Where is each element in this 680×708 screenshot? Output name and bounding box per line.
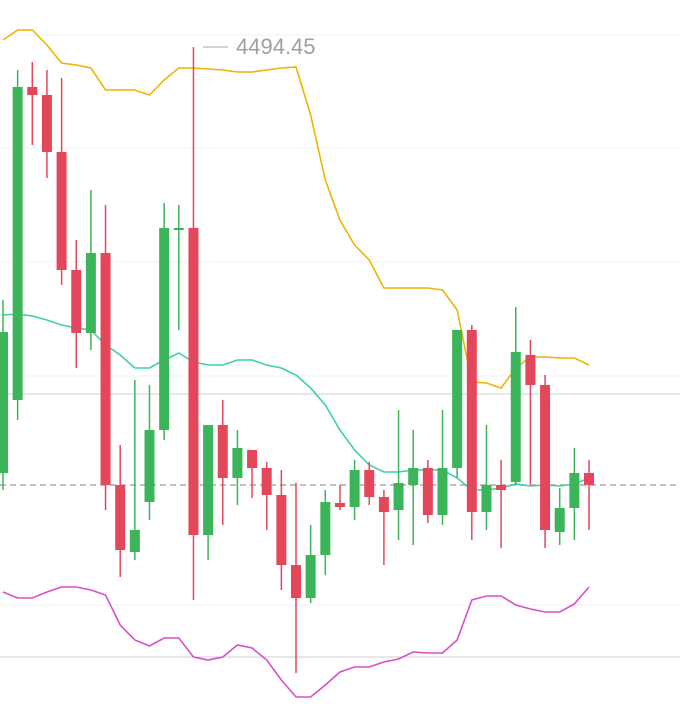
- candle-body: [0, 332, 8, 473]
- candle-body: [41, 95, 52, 152]
- candle-body: [188, 228, 199, 535]
- candle-body: [232, 448, 243, 478]
- candle-body: [349, 470, 360, 507]
- overlay-line: [2, 29, 590, 389]
- candle-body: [378, 497, 389, 512]
- marks: [0, 29, 594, 698]
- candle-body: [364, 470, 375, 497]
- candle-body: [129, 530, 140, 552]
- annotation: 4494.45: [236, 34, 316, 59]
- candle-body: [452, 330, 463, 468]
- candle-body: [217, 425, 228, 478]
- candle-body: [85, 253, 96, 333]
- candle-body: [481, 485, 492, 512]
- candle-body: [320, 502, 331, 555]
- candle-body: [540, 385, 551, 530]
- candle-body: [510, 352, 521, 482]
- candle-body: [261, 468, 272, 495]
- candle-body: [247, 450, 258, 468]
- candle-body: [408, 468, 419, 485]
- candle-body: [305, 555, 316, 598]
- candle-body: [466, 330, 477, 512]
- candle-body: [554, 508, 565, 532]
- overlay-line: [2, 586, 590, 698]
- candle-body: [159, 228, 170, 430]
- candle-body: [71, 270, 82, 333]
- candle-body: [525, 355, 536, 385]
- candle-body: [56, 152, 67, 270]
- candle-body: [422, 468, 433, 515]
- candle-body: [437, 468, 448, 515]
- candle-body: [291, 565, 301, 598]
- candle-body: [334, 503, 345, 507]
- candle-body: [584, 473, 594, 485]
- candle-body: [100, 253, 111, 485]
- candle-body: [496, 485, 507, 490]
- candle-body: [12, 87, 23, 400]
- candle-body: [173, 228, 184, 230]
- candle-body: [144, 430, 155, 502]
- candle-body: [276, 495, 287, 565]
- grid: [0, 34, 680, 658]
- candle-body: [115, 485, 126, 550]
- candle-body: [203, 425, 214, 535]
- candle-body: [27, 87, 38, 95]
- candle-body: [569, 473, 580, 508]
- candle-body: [393, 483, 404, 510]
